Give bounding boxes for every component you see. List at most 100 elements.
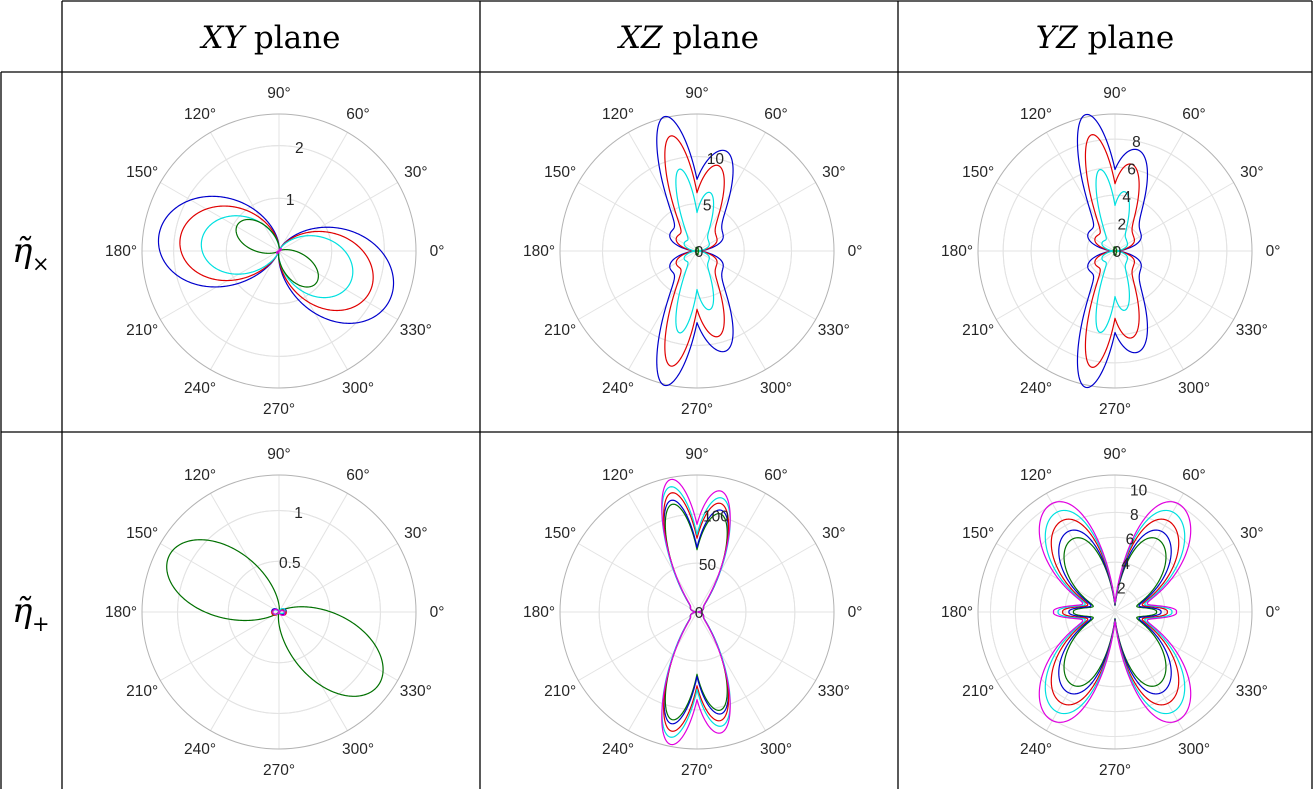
angle-tick-label: 240° <box>1020 741 1052 758</box>
polar-plot-cross-xy: 0° 30° 60° 90° 120° 150° 180° 210° 240° 270° 300° 3… <box>105 85 444 418</box>
angle-tick-label: 60° <box>1182 106 1205 123</box>
series-curve-cyan <box>1044 509 1186 715</box>
angular-gridline <box>278 132 348 252</box>
angular-gridline <box>1046 611 1116 731</box>
angle-tick-label: 150° <box>544 525 576 542</box>
radial-tick-label: 2 <box>1118 216 1127 233</box>
radial-tick-label: 8 <box>1132 134 1141 151</box>
angular-gridline <box>696 250 766 370</box>
angle-tick-label: 210° <box>544 683 576 700</box>
radial-tick-label: 0.5 <box>279 555 301 572</box>
series-curve-green <box>1063 537 1167 687</box>
angle-tick-label: 120° <box>1020 467 1052 484</box>
angular-gridline <box>210 250 280 370</box>
angle-tick-label: 30° <box>1240 164 1263 181</box>
angular-gridline <box>210 493 280 613</box>
angle-tick-label: 240° <box>184 380 216 397</box>
series-curve-magenta <box>272 608 286 616</box>
angle-tick-label: 270° <box>263 401 295 418</box>
angular-gridline <box>210 132 280 252</box>
angle-tick-label: 240° <box>184 741 216 758</box>
polar-plot-cross-yz: 0° 30° 60° 90° 120° 150° 180° 210° 240° 270° 300° 3… <box>941 85 1280 418</box>
angle-tick-label: 300° <box>342 380 374 397</box>
angle-tick-label: 180° <box>941 604 973 621</box>
angular-gridline <box>160 611 280 681</box>
series-curve-red <box>179 205 374 312</box>
row-label-plus-subscript: + <box>32 612 50 636</box>
row-label-cross-subscript: × <box>32 252 50 276</box>
angular-gridline <box>160 182 280 252</box>
angular-gridline <box>996 250 1116 320</box>
angular-gridline <box>696 611 816 681</box>
series-curve-cyan <box>200 215 354 299</box>
angle-tick-label: 210° <box>126 683 158 700</box>
radial-tick-label: 0 <box>695 605 704 622</box>
angular-gridline <box>1114 182 1234 252</box>
angle-tick-label: 30° <box>404 164 427 181</box>
angle-tick-label: 120° <box>602 106 634 123</box>
angle-tick-label: 90° <box>267 446 290 463</box>
header-xy-plane: XY plane <box>200 20 341 56</box>
angle-tick-label: 30° <box>822 525 845 542</box>
angle-tick-label: 210° <box>126 322 158 339</box>
row-label-cross-symbol: η̃ <box>12 231 33 271</box>
angle-tick-label: 60° <box>346 467 369 484</box>
angle-tick-label: 90° <box>685 85 708 102</box>
radial-tick-label: 1 <box>294 505 303 522</box>
angular-gridline <box>210 611 280 731</box>
series-curve-magenta <box>661 478 731 746</box>
radial-tick-label: 1 <box>286 192 295 209</box>
polar-plot-plus-yz: 0° 30° 60° 90° 120° 150° 180° 210° 240° 270° 300° 3… <box>941 446 1280 779</box>
angular-gridline <box>628 493 698 613</box>
angular-gridline <box>160 543 280 613</box>
angular-gridline <box>1114 611 1184 731</box>
angular-gridline <box>160 250 280 320</box>
series-curve-magenta <box>1038 501 1192 723</box>
angular-gridline <box>696 543 816 613</box>
polar-outer-ring <box>559 113 835 389</box>
angular-gridline <box>278 611 348 731</box>
polar-outer-ring <box>141 474 417 750</box>
angular-gridline <box>578 182 698 252</box>
angular-gridline <box>996 182 1116 252</box>
series-curve-green <box>166 539 384 697</box>
angular-gridline <box>628 611 698 731</box>
radial-tick-label: 8 <box>1130 507 1139 524</box>
radial-tick-label: 100 <box>703 509 729 526</box>
angle-tick-label: 90° <box>1103 85 1126 102</box>
angle-tick-label: 180° <box>523 604 555 621</box>
angle-tick-label: 330° <box>1236 683 1268 700</box>
angle-tick-label: 270° <box>681 401 713 418</box>
angle-tick-label: 270° <box>1099 762 1131 779</box>
polar-outer-ring <box>141 113 417 389</box>
radial-tick-label: 4 <box>1121 556 1130 573</box>
angle-tick-label: 240° <box>1020 380 1052 397</box>
angle-tick-label: 240° <box>602 380 634 397</box>
angle-tick-label: 300° <box>760 741 792 758</box>
polar-plot-plus-xz: 0° 30° 60° 90° 120° 150° 180° 210° 240° 270° 300° 3… <box>523 446 862 779</box>
angle-tick-label: 270° <box>1099 401 1131 418</box>
radial-tick-label: 2 <box>1117 580 1126 597</box>
angle-tick-label: 120° <box>184 467 216 484</box>
angle-tick-label: 300° <box>1178 741 1210 758</box>
angle-tick-label: 210° <box>962 322 994 339</box>
radial-tick-label: 4 <box>1122 189 1131 206</box>
series-curve-red <box>1050 518 1180 706</box>
angle-tick-label: 330° <box>400 683 432 700</box>
angular-gridline <box>1046 250 1116 370</box>
row-label-plus: η̃ + <box>12 591 50 636</box>
polar-plot-cross-xz: 0° 30° 60° 90° 120° 150° 180° 210° 240° 270° 300° 3… <box>523 85 862 418</box>
angular-gridline <box>278 493 348 613</box>
radial-tick-label: 0 <box>1113 244 1122 261</box>
angle-tick-label: 0° <box>430 604 445 621</box>
angular-gridline <box>278 250 348 370</box>
radial-tick-label: 10 <box>707 151 725 168</box>
angle-tick-label: 330° <box>818 683 850 700</box>
angle-tick-label: 330° <box>818 322 850 339</box>
angle-tick-label: 90° <box>685 446 708 463</box>
angle-tick-label: 150° <box>544 164 576 181</box>
angle-tick-label: 240° <box>602 741 634 758</box>
angular-gridline <box>696 250 816 320</box>
